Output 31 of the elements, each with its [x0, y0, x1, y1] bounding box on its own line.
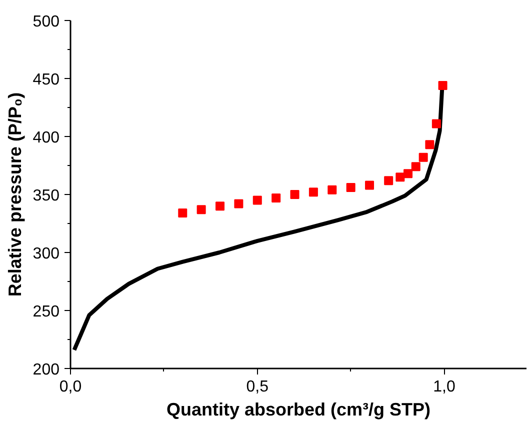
point: [404, 169, 413, 178]
point: [178, 208, 188, 218]
point: [252, 196, 262, 205]
point: [346, 183, 356, 192]
y-tick-label: 450: [32, 72, 60, 88]
point: [396, 172, 405, 182]
point: [196, 205, 206, 214]
x-tick-label: 0,0: [59, 378, 82, 396]
y-axis-title: Relative pressure (P/P₀): [4, 92, 25, 297]
y-tick-label: 300: [32, 246, 60, 262]
y-tick-label: 500: [32, 14, 60, 30]
point: [308, 188, 318, 197]
point: [411, 162, 420, 172]
point: [384, 176, 394, 186]
point: [272, 193, 281, 202]
y-tick-label: 200: [32, 362, 60, 378]
point: [234, 199, 244, 208]
point: [328, 185, 337, 194]
point: [438, 80, 448, 90]
point: [425, 140, 434, 150]
point: [432, 119, 441, 128]
point: [365, 180, 374, 190]
y-tick-label: 350: [32, 188, 60, 204]
x-tick-label: 1,0: [433, 378, 456, 396]
point: [216, 202, 225, 211]
point: [418, 152, 428, 162]
y-tick-label: 400: [32, 130, 60, 146]
x-tick-label: 0,5: [246, 378, 269, 396]
x-axis-title: Quantity absorbed (cm³/g STP): [166, 400, 431, 420]
y-tick-label: 250: [32, 304, 60, 320]
point: [290, 190, 300, 199]
